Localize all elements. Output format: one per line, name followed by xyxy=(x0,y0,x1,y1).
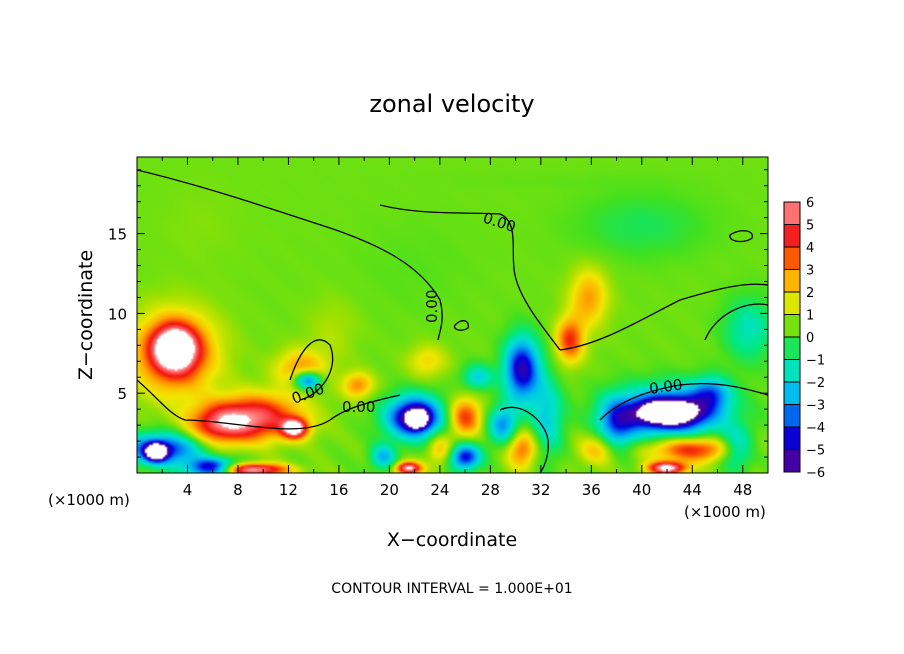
colorbar-swatch xyxy=(784,359,800,383)
contour-line xyxy=(137,379,401,430)
colorbar-tick-label: 6 xyxy=(806,196,814,211)
colorbar-tick-label: 1 xyxy=(806,309,814,324)
colorbar-tick-label: 2 xyxy=(806,286,814,301)
colorbar-swatch xyxy=(784,314,800,338)
y-tick-label: 10 xyxy=(108,305,127,323)
contour-label: 0.00 xyxy=(423,290,441,323)
colorbar-tick-label: −6 xyxy=(806,466,825,481)
colorbar-tick-label: −3 xyxy=(806,399,825,414)
colorbar-swatch xyxy=(784,224,800,248)
x-tick-label: 8 xyxy=(233,481,243,499)
x-tick-label: 48 xyxy=(733,481,752,499)
plot-area: 0.00 0.00 0.00 0.00 0.00 xyxy=(137,157,768,473)
contour-line xyxy=(599,382,768,421)
contour-line xyxy=(729,230,753,243)
colorbar-tick-label: 3 xyxy=(806,264,814,279)
colorbar-swatch xyxy=(784,337,800,360)
axes xyxy=(137,157,768,473)
contour-line xyxy=(379,204,561,351)
plot-frame xyxy=(136,156,769,474)
contour-label: 0.00 xyxy=(342,398,375,416)
colorbar-swatch xyxy=(784,202,800,225)
colorbar: 6 5 4 3 2 1 0 −1 −2 −3 −4 −5 −6 xyxy=(783,196,825,481)
colorbar-swatch xyxy=(784,404,800,428)
colorbar-swatch xyxy=(784,292,800,315)
colorbar-tick-label: −4 xyxy=(806,421,825,436)
colorbar-swatch xyxy=(784,449,800,473)
colorbar-swatch xyxy=(784,427,800,450)
y-tick-labels: 5 10 15 xyxy=(108,226,127,404)
colorbar-swatch xyxy=(784,247,800,270)
colorbar-swatch xyxy=(784,382,800,405)
contour-line xyxy=(137,169,443,341)
x-tick-label: 44 xyxy=(683,481,702,499)
y-tick-label: 15 xyxy=(108,226,127,244)
x-tick-label: 28 xyxy=(481,481,500,499)
x-tick-label: 24 xyxy=(430,481,449,499)
contour-interval-note: CONTOUR INTERVAL = 1.000E+01 xyxy=(331,581,572,597)
x-tick-label: 32 xyxy=(531,481,550,499)
x-unit-right: (×1000 m) xyxy=(684,503,766,521)
contour-line xyxy=(499,406,549,473)
x-axis-label: X−coordinate xyxy=(387,529,517,551)
colorbar-tick-label: −1 xyxy=(806,354,825,369)
colorbar-tick-label: −5 xyxy=(806,444,825,459)
x-tick-label: 36 xyxy=(582,481,601,499)
chart-title: zonal velocity xyxy=(369,90,534,118)
colorbar-tick-label: 4 xyxy=(806,241,814,256)
x-tick-label: 40 xyxy=(632,481,651,499)
x-unit-left: (×1000 m) xyxy=(48,491,130,509)
colorbar-tick-label: 0 xyxy=(806,331,814,346)
contour-line xyxy=(289,339,334,401)
contour-label: 0.00 xyxy=(648,375,684,397)
y-tick-label: 5 xyxy=(117,385,127,403)
heatmap-field xyxy=(137,157,768,473)
contour-line xyxy=(704,303,768,341)
x-tick-label: 16 xyxy=(329,481,348,499)
zero-contours xyxy=(137,169,768,473)
colorbar-tick-label: −2 xyxy=(806,376,825,391)
x-tick-labels: 4 8 12 16 20 24 28 32 36 40 44 48 xyxy=(183,481,753,499)
contour-line xyxy=(453,320,469,331)
x-tick-label: 20 xyxy=(380,481,399,499)
contour-line xyxy=(559,283,768,351)
colorbar-swatch xyxy=(784,269,800,293)
colorbar-tick-label: 5 xyxy=(806,219,814,234)
y-axis-label: Z−coordinate xyxy=(75,250,97,380)
x-tick-label: 4 xyxy=(183,481,193,499)
x-tick-label: 12 xyxy=(279,481,298,499)
